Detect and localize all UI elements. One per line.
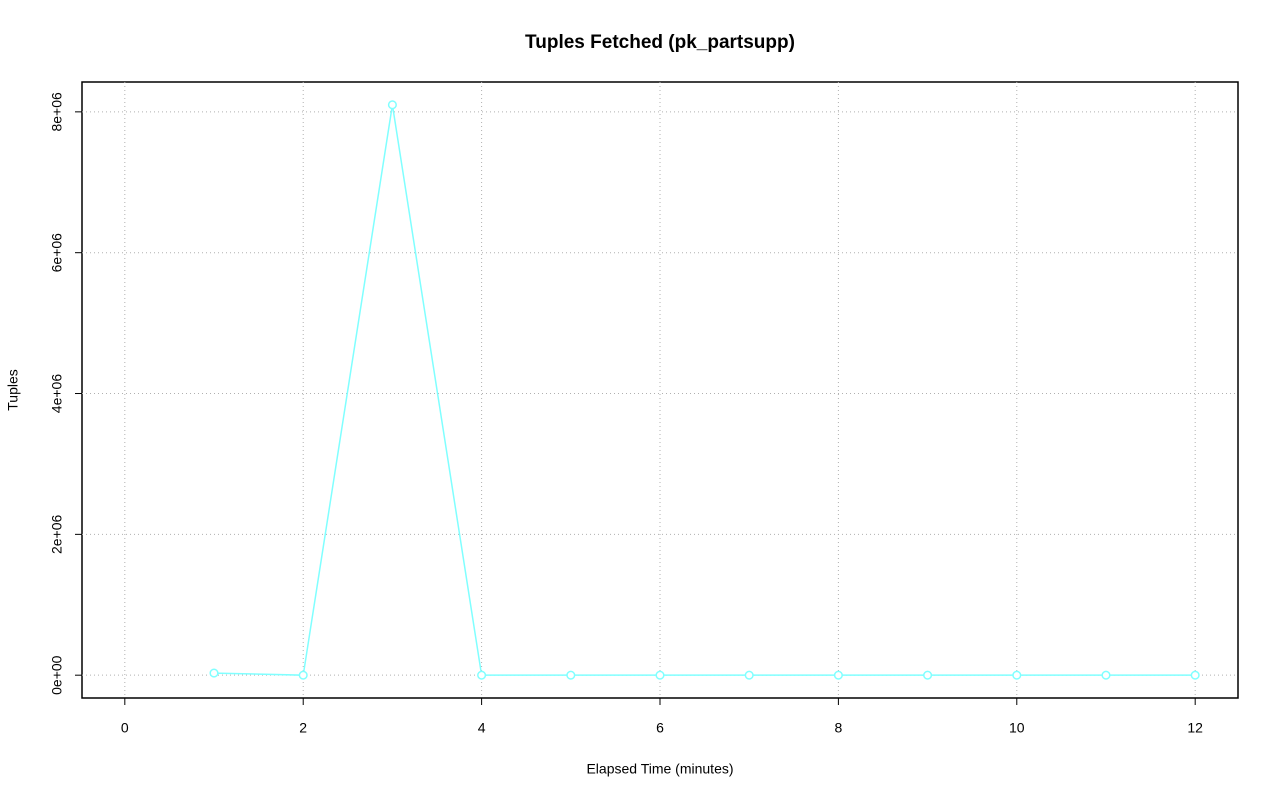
chart-title: Tuples Fetched (pk_partsupp) <box>525 32 795 53</box>
data-point <box>477 670 487 680</box>
x-tick-label: 10 <box>1009 720 1025 736</box>
x-tick-label: 4 <box>478 720 486 736</box>
x-tick-label: 8 <box>834 720 842 736</box>
y-tick-label: 2e+06 <box>49 514 65 554</box>
y-tick-label: 6e+06 <box>49 233 65 273</box>
y-tick-label: 0e+00 <box>49 655 65 695</box>
data-point <box>1190 670 1200 680</box>
data-point <box>923 670 933 680</box>
x-tick-label: 0 <box>121 720 129 736</box>
x-tick-label: 6 <box>656 720 664 736</box>
y-axis-label: Tuples <box>5 369 21 411</box>
data-point <box>566 670 576 680</box>
data-point <box>744 670 754 680</box>
data-point <box>1012 670 1022 680</box>
data-point <box>655 670 665 680</box>
data-point <box>833 670 843 680</box>
data-point <box>209 668 219 678</box>
x-axis-label: Elapsed Time (minutes) <box>586 761 733 777</box>
data-point <box>387 100 397 110</box>
x-tick-label: 2 <box>299 720 307 736</box>
y-tick-label: 8e+06 <box>49 92 65 132</box>
data-point <box>1101 670 1111 680</box>
data-point <box>298 670 308 680</box>
y-tick-label: 4e+06 <box>49 374 65 414</box>
data-line <box>213 104 1196 676</box>
x-tick-label: 12 <box>1187 720 1203 736</box>
